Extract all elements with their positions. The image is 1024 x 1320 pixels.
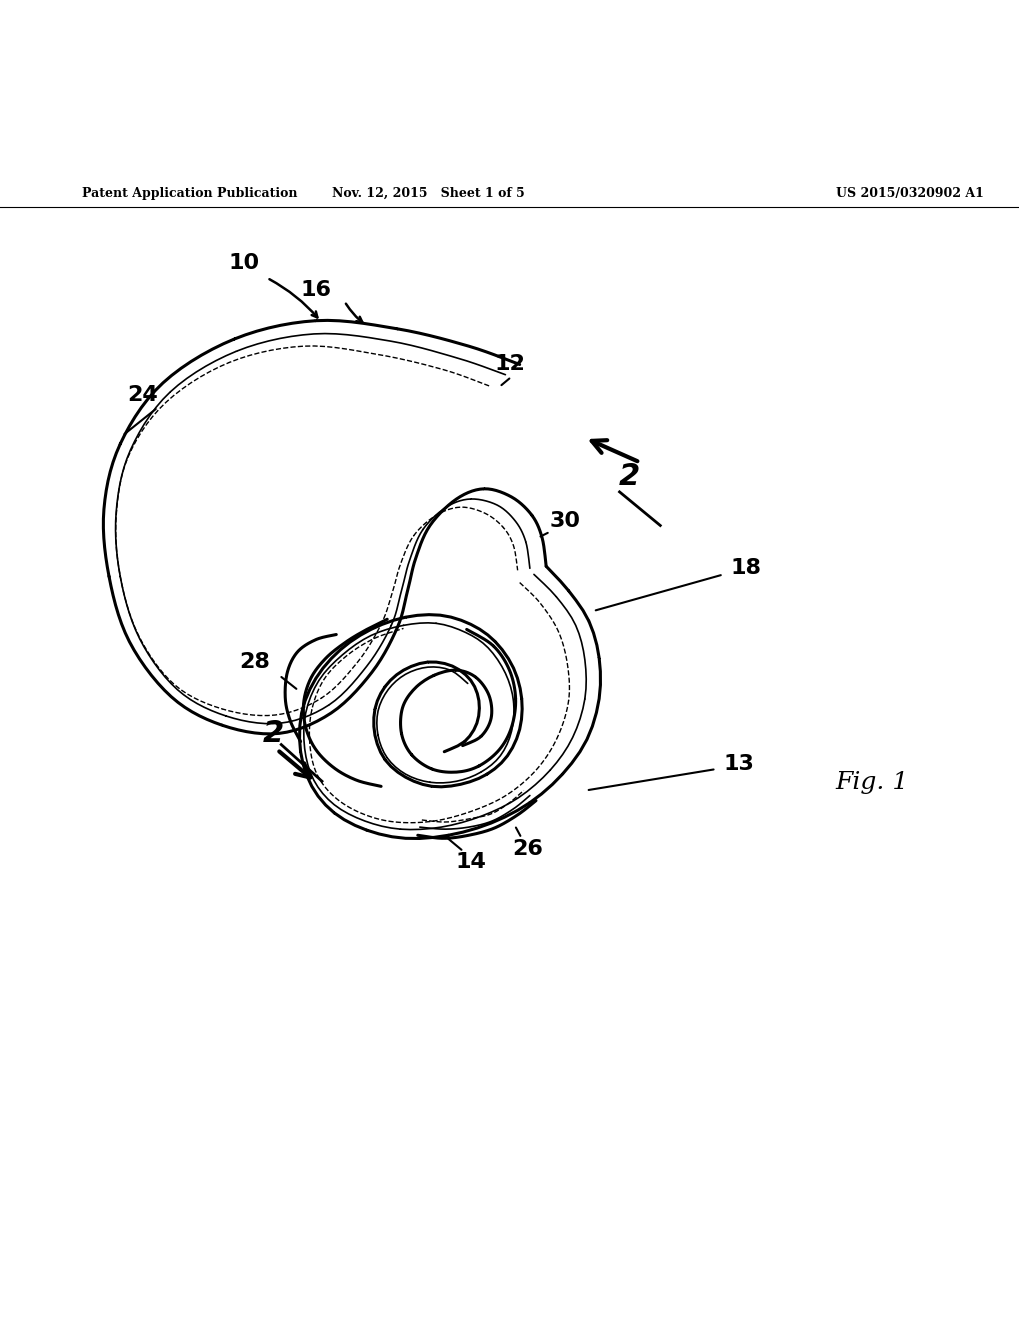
Text: Patent Application Publication: Patent Application Publication bbox=[82, 187, 297, 201]
Text: 13: 13 bbox=[723, 754, 755, 774]
Text: 18: 18 bbox=[730, 558, 762, 578]
Text: Nov. 12, 2015   Sheet 1 of 5: Nov. 12, 2015 Sheet 1 of 5 bbox=[332, 187, 524, 201]
Text: 30: 30 bbox=[550, 511, 581, 532]
Text: 26: 26 bbox=[512, 838, 544, 858]
Text: US 2015/0320902 A1: US 2015/0320902 A1 bbox=[836, 187, 983, 201]
Text: 10: 10 bbox=[229, 252, 260, 273]
Text: 2: 2 bbox=[620, 462, 640, 491]
Text: 16: 16 bbox=[300, 280, 332, 300]
Text: 24: 24 bbox=[127, 385, 158, 405]
Text: 28: 28 bbox=[240, 652, 270, 672]
Text: 2: 2 bbox=[262, 719, 284, 748]
Text: 14: 14 bbox=[456, 851, 486, 871]
Text: 12: 12 bbox=[494, 355, 525, 375]
Text: Fig. 1: Fig. 1 bbox=[836, 771, 909, 793]
